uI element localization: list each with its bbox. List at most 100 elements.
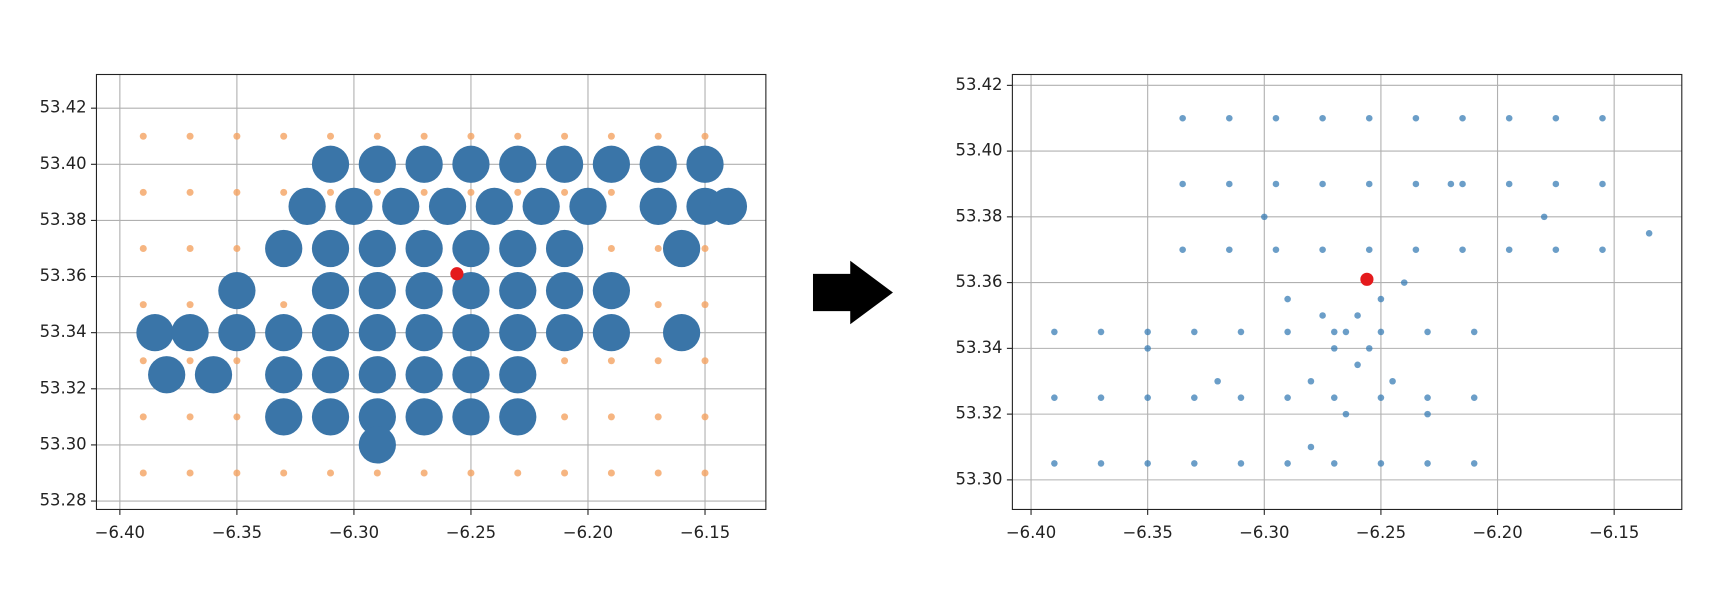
point xyxy=(139,301,147,309)
y-tick-label: 53.32 xyxy=(40,378,87,397)
point xyxy=(218,314,256,352)
point xyxy=(139,244,147,252)
point xyxy=(1342,410,1350,418)
y-tick-label: 53.30 xyxy=(40,434,87,453)
point xyxy=(1284,328,1291,336)
point xyxy=(265,356,303,394)
point xyxy=(358,229,396,268)
point xyxy=(139,469,147,477)
point xyxy=(1505,246,1513,254)
point xyxy=(327,188,335,196)
x-tick-label: −6.35 xyxy=(1123,523,1173,542)
x-tick-label: −6.40 xyxy=(95,523,145,542)
point xyxy=(186,469,194,477)
plot-frame xyxy=(1011,73,1683,511)
point xyxy=(420,132,428,140)
point xyxy=(1599,246,1606,254)
point xyxy=(1144,345,1151,352)
point xyxy=(405,229,443,268)
point xyxy=(327,469,335,477)
point xyxy=(148,356,186,394)
point xyxy=(405,271,443,310)
point xyxy=(1377,460,1385,467)
point xyxy=(499,356,537,394)
plot-frame xyxy=(95,73,767,511)
point xyxy=(1051,394,1058,401)
point xyxy=(1400,279,1408,286)
point xyxy=(1226,114,1233,122)
y-tick-label: 53.28 xyxy=(40,491,87,510)
y-tick-label: 53.34 xyxy=(40,322,87,341)
y-tick-label: 53.38 xyxy=(956,206,1003,225)
point xyxy=(1377,328,1385,336)
point xyxy=(139,188,147,196)
point xyxy=(194,356,233,394)
x-tick-label: −6.25 xyxy=(446,523,496,542)
point xyxy=(1412,246,1420,254)
point xyxy=(218,271,256,310)
point xyxy=(233,244,241,252)
point xyxy=(709,187,748,226)
point xyxy=(1459,180,1466,188)
point xyxy=(1144,394,1151,401)
point xyxy=(373,469,381,477)
point xyxy=(1365,180,1373,188)
point xyxy=(514,132,522,140)
point xyxy=(1330,328,1338,336)
point xyxy=(311,145,350,183)
point xyxy=(265,314,303,352)
points xyxy=(136,132,748,477)
point xyxy=(1330,345,1338,352)
point xyxy=(1097,328,1105,336)
x-tick-label: −6.15 xyxy=(680,523,730,542)
point xyxy=(607,357,615,365)
point xyxy=(1191,328,1198,336)
y-tick-label: 53.40 xyxy=(40,154,87,173)
point xyxy=(452,356,490,394)
point xyxy=(452,271,490,310)
point xyxy=(654,469,662,477)
x-tick-label: −6.25 xyxy=(1356,523,1406,542)
x-tick-label: −6.30 xyxy=(1239,523,1289,542)
point xyxy=(467,132,475,140)
point xyxy=(499,271,537,310)
point xyxy=(654,132,662,140)
point xyxy=(654,244,662,252)
point xyxy=(1179,246,1186,254)
point xyxy=(233,357,241,365)
point xyxy=(186,132,194,140)
points xyxy=(1051,114,1653,467)
point xyxy=(358,314,396,352)
point xyxy=(327,132,335,140)
point xyxy=(233,132,241,140)
point xyxy=(1360,272,1374,286)
point xyxy=(1412,180,1420,188)
point xyxy=(1377,394,1385,401)
y-tick-label: 53.38 xyxy=(40,210,87,229)
point xyxy=(545,229,584,268)
point xyxy=(1214,377,1221,385)
point xyxy=(428,187,467,226)
point xyxy=(561,188,569,196)
point xyxy=(358,398,396,436)
point xyxy=(1459,246,1466,254)
point xyxy=(373,132,381,140)
point xyxy=(654,301,662,309)
point xyxy=(1540,213,1548,221)
point xyxy=(265,229,303,268)
point xyxy=(452,398,490,436)
point xyxy=(701,132,709,140)
point xyxy=(1051,460,1058,467)
point xyxy=(592,145,631,183)
point xyxy=(186,301,194,309)
point xyxy=(420,469,428,477)
point xyxy=(186,357,194,365)
point xyxy=(514,469,522,477)
point xyxy=(592,314,631,352)
point xyxy=(1552,180,1560,188)
point xyxy=(701,413,709,421)
point xyxy=(1272,114,1280,122)
y-tick-label: 53.34 xyxy=(956,338,1003,357)
point xyxy=(1424,394,1431,401)
